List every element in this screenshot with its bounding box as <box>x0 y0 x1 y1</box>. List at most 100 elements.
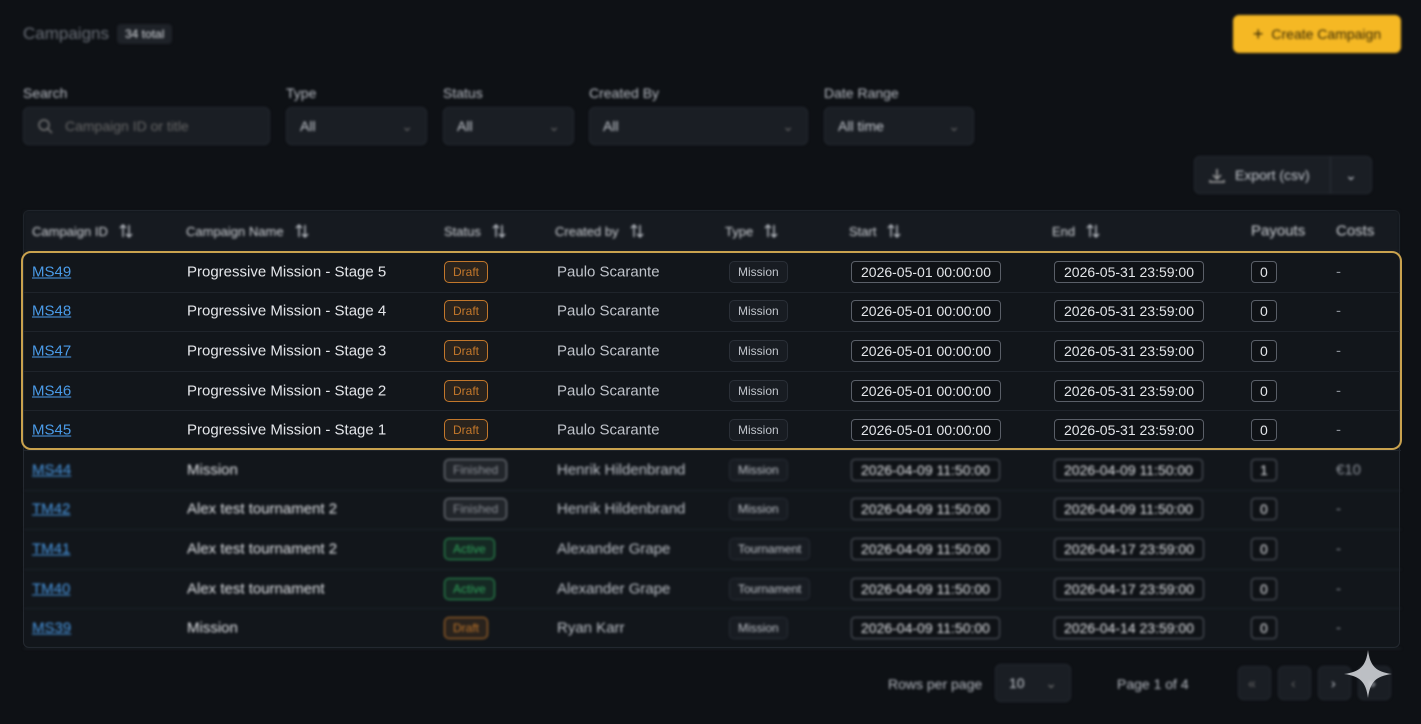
sort-icon <box>764 224 778 238</box>
table-row: MS44 Mission Finished Henrik Hildenbrand Mis… <box>24 450 1401 491</box>
status-badge: Active <box>444 537 495 560</box>
column-header[interactable]: End <box>1052 223 1101 239</box>
column-header[interactable]: Type <box>725 223 779 239</box>
campaign-id-link[interactable]: MS39 <box>32 619 72 637</box>
sort-icon <box>1086 224 1100 238</box>
sparkle-icon <box>1344 650 1392 698</box>
created-by: Paulo Scarante <box>557 382 660 400</box>
status-badge: Finished <box>444 458 508 481</box>
status-badge: Draft <box>444 617 489 640</box>
payouts: 0 <box>1251 498 1277 521</box>
payouts: 0 <box>1251 300 1277 323</box>
end-date: 2026-05-31 23:59:00 <box>1054 260 1204 283</box>
first-page-button[interactable]: « <box>1238 666 1271 700</box>
filter-input[interactable]: All ⌄ <box>589 107 808 145</box>
column-title: End <box>1052 223 1076 239</box>
end-date: 2026-04-09 11:50:00 <box>1054 458 1203 481</box>
sort-icon <box>492 224 506 238</box>
campaign-id-link[interactable]: MS45 <box>32 421 72 439</box>
filter-value: All <box>300 118 316 134</box>
campaign-name: Alex test tournament 2 <box>187 500 338 518</box>
create-campaign-button[interactable]: + Create Campaign <box>1233 15 1401 53</box>
column-title: Status <box>444 223 481 239</box>
end-date: 2026-04-09 11:50:00 <box>1054 498 1203 521</box>
campaign-id-link[interactable]: MS47 <box>32 342 72 360</box>
payouts: 0 <box>1251 617 1277 640</box>
payouts: 0 <box>1251 419 1277 442</box>
column-header[interactable]: Status <box>444 223 507 239</box>
start-date: 2026-04-09 11:50:00 <box>851 577 1000 600</box>
column-header: Costs <box>1336 223 1374 240</box>
column-title: Created by <box>555 223 619 239</box>
column-title: Start <box>849 223 877 239</box>
table-row: MS48 Progressive Mission - Stage 4 Draft Pa… <box>24 292 1401 333</box>
campaign-id-link[interactable]: MS46 <box>32 382 72 400</box>
created-by: Henrik Hildenbrand <box>557 500 686 518</box>
rows-per-page-value: 10 <box>1009 675 1025 691</box>
filter-input[interactable]: All time ⌄ <box>824 107 974 145</box>
page-indicator: Page 1 of 4 <box>1117 676 1189 692</box>
export-dropdown[interactable]: ⌄ <box>1330 157 1371 193</box>
column-header[interactable]: Campaign Name <box>186 223 310 239</box>
search-icon <box>38 119 53 134</box>
end-date: 2026-04-17 23:59:00 <box>1054 537 1204 560</box>
type-badge: Mission <box>729 260 788 283</box>
campaign-id-link[interactable]: TM42 <box>32 500 71 518</box>
payouts: 0 <box>1251 379 1277 402</box>
status-badge: Active <box>444 577 495 600</box>
sort-icon <box>630 224 644 238</box>
filter-value: All time <box>838 118 884 134</box>
total-badge: 34 total <box>117 24 173 44</box>
column-title: Payouts <box>1251 222 1306 240</box>
filter-input[interactable]: All ⌄ <box>443 107 574 145</box>
costs: - <box>1336 540 1341 558</box>
campaign-id-link[interactable]: TM41 <box>32 540 71 558</box>
column-header[interactable]: Created by <box>555 223 645 239</box>
column-header: Payouts <box>1251 223 1305 240</box>
type-badge: Mission <box>729 498 788 521</box>
export-button[interactable]: Export (csv) ⌄ <box>1194 156 1372 194</box>
campaign-id-link[interactable]: MS48 <box>32 302 72 320</box>
costs: - <box>1336 580 1341 598</box>
start-date: 2026-05-01 00:00:00 <box>851 260 1001 283</box>
sort-icon <box>888 224 901 238</box>
chevron: ⌄ <box>401 117 413 134</box>
end-date: 2026-05-31 23:59:00 <box>1054 419 1204 442</box>
page-title: Campaigns <box>23 24 109 43</box>
column-title: Costs <box>1336 222 1375 240</box>
end-date: 2026-04-17 23:59:00 <box>1054 577 1204 600</box>
created-by: Paulo Scarante <box>557 421 660 439</box>
payouts: 0 <box>1251 339 1277 362</box>
end-date: 2026-04-14 23:59:00 <box>1054 617 1204 640</box>
payouts: 0 <box>1251 537 1277 560</box>
column-header[interactable]: Campaign ID <box>32 223 134 239</box>
table-row: TM40 Alex test tournament Active Alexander … <box>24 569 1401 610</box>
column-title: Campaign ID <box>32 223 108 239</box>
column-header[interactable]: Start <box>849 223 902 239</box>
campaign-name: Mission <box>187 461 238 479</box>
filter-input[interactable]: Campaign ID or title <box>23 107 270 145</box>
end-date: 2026-05-31 23:59:00 <box>1054 379 1204 402</box>
start-date: 2026-04-09 11:50:00 <box>851 537 1000 560</box>
campaign-id-link[interactable]: TM40 <box>32 580 71 598</box>
table-row: MS39 Mission Draft Ryan Karr Mission 2026-04-… <box>24 608 1401 649</box>
campaign-id-link[interactable]: MS44 <box>32 461 72 479</box>
column-title: Campaign Name <box>186 223 284 239</box>
end-date: 2026-05-31 23:59:00 <box>1054 339 1204 362</box>
rows-per-page-select[interactable]: 10 ⌄ <box>995 664 1071 702</box>
filter-label: Search <box>23 85 68 101</box>
status-badge: Draft <box>444 339 489 362</box>
rows-per-page-label: Rows per page <box>888 676 983 692</box>
payouts: 0 <box>1251 260 1277 283</box>
campaign-name: Progressive Mission - Stage 5 <box>187 263 387 281</box>
next-page-button[interactable]: › <box>1318 666 1351 700</box>
created-by: Paulo Scarante <box>557 302 660 320</box>
campaign-id-link[interactable]: MS49 <box>32 263 72 281</box>
filter-value: All <box>603 118 619 134</box>
created-by: Paulo Scarante <box>557 342 660 360</box>
created-by: Alexander Grape <box>557 540 671 558</box>
costs: - <box>1336 342 1341 360</box>
table-row: MS47 Progressive Mission - Stage 3 Draft Pa… <box>24 331 1401 372</box>
prev-page-button[interactable]: ‹ <box>1278 666 1311 700</box>
filter-input[interactable]: All ⌄ <box>286 107 427 145</box>
